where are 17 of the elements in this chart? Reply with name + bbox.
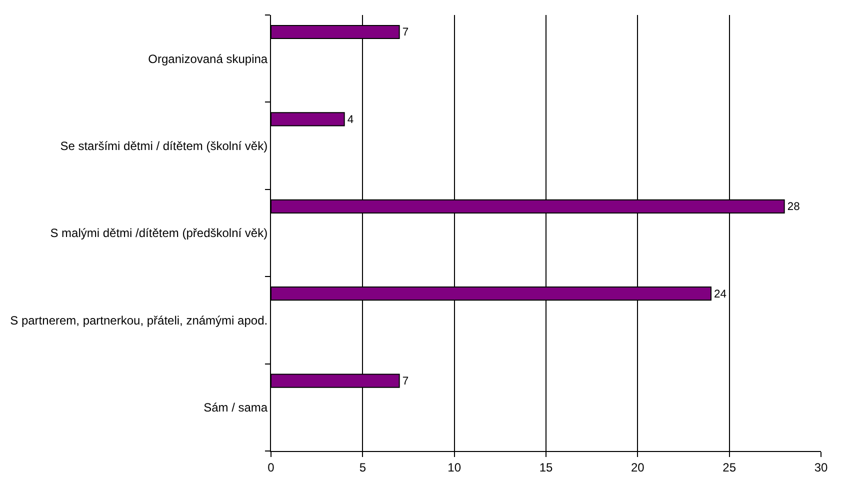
y-tick-label: Organizovaná skupina: [148, 52, 268, 66]
data-label: 7: [402, 26, 409, 39]
y-tick-label: Se staršími dětmi / dítětem (školní věk): [60, 139, 268, 153]
y-tick-label: S partnerem, partnerkou, přáteli, známými apod.: [10, 313, 268, 328]
y-tick-label: S malými dětmi /dítětem (předškolní věk): [50, 226, 268, 240]
data-label: 7: [402, 376, 409, 388]
x-tick-label: 0: [268, 460, 275, 474]
x-tick-label: 10: [448, 460, 462, 474]
x-tick-label: 5: [359, 460, 366, 474]
x-tick-label: 20: [630, 460, 645, 474]
x-tick-label: 15: [539, 460, 553, 474]
data-label: 28: [787, 201, 800, 214]
data-label: 4: [347, 114, 354, 126]
y-tick-label: Sám / sama: [204, 400, 268, 415]
data-label: 24: [714, 288, 726, 300]
x-tick-label: 30: [814, 460, 828, 474]
x-tick-label: 25: [722, 460, 736, 474]
